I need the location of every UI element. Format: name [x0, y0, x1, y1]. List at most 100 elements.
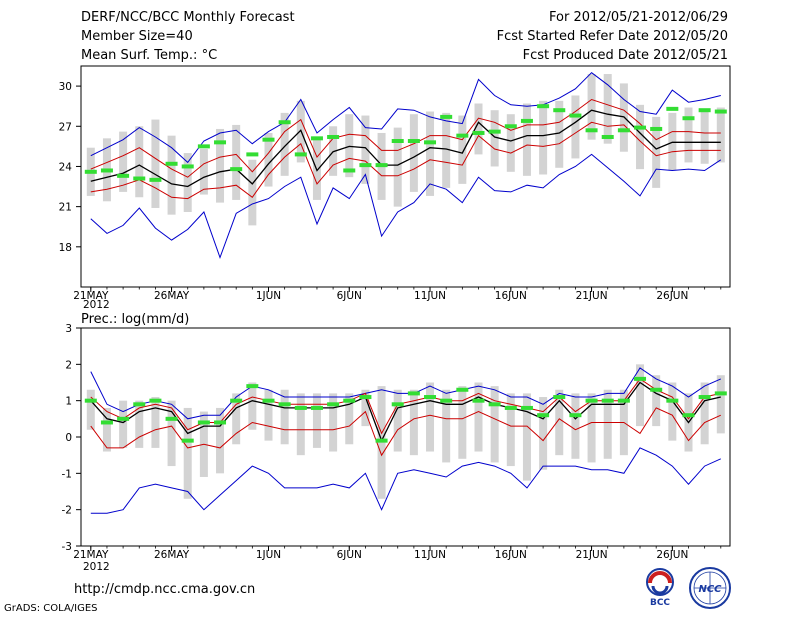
- range-box: [312, 136, 321, 200]
- mean-marker: [246, 152, 259, 157]
- mean-marker: [650, 387, 663, 392]
- range-box: [458, 115, 467, 184]
- range-box: [636, 104, 645, 170]
- range-box: [700, 382, 709, 445]
- mean-marker: [375, 438, 388, 443]
- x-tick-label: 21MAY: [73, 549, 109, 561]
- range-box: [345, 393, 354, 445]
- mean-marker: [214, 420, 227, 425]
- mean-marker: [698, 395, 711, 400]
- mean-marker: [585, 398, 598, 403]
- range-box: [393, 389, 402, 452]
- range-box: [361, 389, 370, 427]
- year-label: 2012: [83, 561, 110, 573]
- mean-marker: [181, 164, 194, 169]
- range-box: [603, 74, 612, 144]
- range-box: [183, 407, 192, 499]
- mean-marker: [569, 413, 582, 418]
- mean-marker: [391, 139, 404, 144]
- series-line-upper-spread: [90, 98, 721, 178]
- mean-marker: [650, 126, 663, 131]
- range-box: [102, 407, 111, 452]
- mean-marker: [359, 163, 372, 168]
- mean-marker: [165, 416, 178, 421]
- year-label: 2012: [83, 299, 110, 311]
- range-box: [474, 103, 483, 155]
- mean-marker: [601, 398, 614, 403]
- x-tick-label: 6JUN: [337, 549, 362, 561]
- footer-url[interactable]: http://cmdp.ncc.cma.gov.cn: [74, 582, 256, 597]
- mean-marker: [714, 109, 727, 114]
- series-line-upper-spread: [90, 378, 721, 435]
- mean-marker: [488, 402, 501, 407]
- range-box: [442, 389, 451, 463]
- range-box: [587, 74, 596, 140]
- range-box: [700, 111, 709, 164]
- mean-marker: [698, 108, 711, 113]
- range-box: [426, 111, 435, 196]
- ncc-logo: NCC: [689, 567, 731, 609]
- range-box: [280, 389, 289, 445]
- series-line-ensemble-mean: [90, 109, 721, 188]
- range-box: [716, 375, 725, 434]
- range-box: [216, 128, 225, 203]
- mean-marker: [504, 124, 517, 129]
- range-box: [603, 389, 612, 459]
- mean-marker: [117, 173, 130, 178]
- range-box: [587, 393, 596, 463]
- range-box: [151, 397, 160, 448]
- mean-marker: [553, 108, 566, 113]
- produced-date: Fcst Produced Date 2012/05/21: [522, 48, 728, 63]
- mean-marker: [585, 128, 598, 133]
- range-box: [296, 393, 305, 456]
- mean-marker: [424, 395, 437, 400]
- range-box: [555, 100, 564, 168]
- mean-marker: [601, 134, 614, 139]
- y-tick-label: 30: [59, 81, 72, 93]
- x-tick-label: 26MAY: [154, 549, 190, 561]
- mean-marker: [149, 177, 162, 182]
- range-box: [135, 400, 144, 448]
- x-tick-label: 21JUN: [576, 549, 608, 561]
- range-box: [458, 386, 467, 459]
- x-tick-label: 1JUN: [256, 549, 281, 561]
- mean-marker: [553, 395, 566, 400]
- variable-label: Mean Surf. Temp.: °C: [81, 48, 218, 63]
- range-box: [183, 153, 192, 212]
- range-box: [167, 400, 176, 467]
- range-box: [312, 393, 321, 448]
- y-tick-label: -1: [62, 468, 72, 480]
- mean-marker: [246, 384, 259, 389]
- range-box: [571, 95, 580, 159]
- mean-marker: [569, 113, 582, 118]
- range-box: [119, 131, 128, 192]
- y-tick-label: 3: [65, 323, 72, 335]
- mean-marker: [294, 152, 307, 157]
- mean-marker: [440, 114, 453, 119]
- mean-marker: [634, 125, 647, 130]
- mean-marker: [472, 398, 485, 403]
- range-box: [636, 364, 645, 427]
- mean-marker: [391, 402, 404, 407]
- range-box: [135, 126, 144, 198]
- x-tick-label: 16JUN: [495, 549, 527, 561]
- mean-marker: [310, 136, 323, 141]
- mean-marker: [537, 104, 550, 109]
- mean-marker: [165, 161, 178, 166]
- mean-marker: [440, 398, 453, 403]
- range-box: [86, 389, 95, 430]
- range-box: [539, 397, 548, 470]
- range-box: [652, 116, 661, 188]
- y-tick-label: 21: [59, 202, 72, 214]
- mean-marker: [424, 140, 437, 145]
- range-box: [442, 112, 451, 188]
- chart-panel-2: -3 -2 -1 0 1 2 3 21MAY 26MAY 1JUN 6JUN 11JUN 16JUN 21…: [62, 312, 731, 573]
- range-box: [490, 110, 499, 167]
- mean-marker: [407, 391, 420, 396]
- y-tick-label: -3: [62, 541, 72, 553]
- mean-marker: [472, 130, 485, 135]
- x-tick-label: 11JUN: [414, 290, 446, 302]
- mean-marker: [262, 398, 275, 403]
- x-tick-label: 11JUN: [414, 549, 446, 561]
- footer-credit: GrADS: COLA/IGES: [4, 603, 98, 614]
